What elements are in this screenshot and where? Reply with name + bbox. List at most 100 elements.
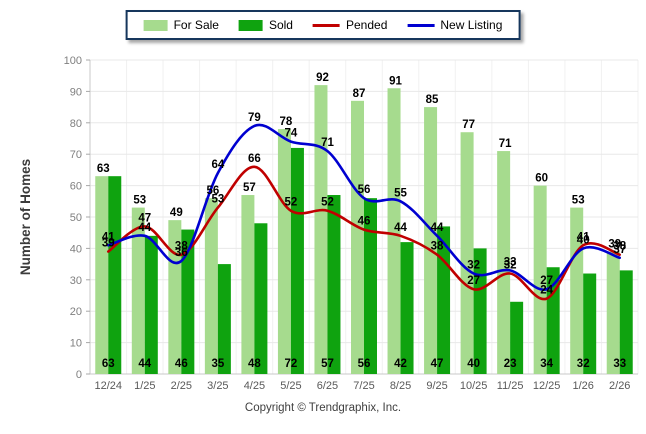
new-listing-value-label: 36: [175, 247, 188, 259]
for-sale-value-label: 53: [133, 195, 146, 207]
new-listing-value-label: 32: [467, 260, 480, 272]
pended-value-label: 38: [613, 241, 626, 253]
new-listing-value-label: 40: [577, 234, 590, 246]
x-tick-label: 1/26: [572, 380, 593, 392]
x-tick-label: 1/25: [134, 380, 155, 392]
x-tick-label: 11/25: [497, 380, 524, 392]
pended-line-swatch-icon: [312, 23, 340, 27]
for-sale-value-label: 71: [499, 138, 512, 150]
y-tick-label: 80: [70, 118, 82, 130]
for-sale-bar: [606, 251, 620, 374]
sold-bar: [473, 248, 487, 374]
new-listing-line: [106, 123, 621, 291]
sold-bar: [181, 229, 195, 374]
new-listing-value-label: 55: [394, 187, 407, 199]
legend-label-for-sale: For Sale: [173, 18, 219, 32]
new-listing-value-label: 44: [431, 222, 444, 234]
new-listing-value-label: 74: [285, 128, 298, 140]
for-sale-value-label: 91: [389, 75, 402, 87]
sold-bar: [217, 264, 231, 374]
pended-value-label: 44: [394, 222, 407, 234]
sold-bar: [510, 301, 524, 374]
x-tick-label: 6/25: [317, 380, 338, 392]
sold-value-label: 46: [175, 358, 188, 370]
sold-value-label: 57: [321, 358, 334, 370]
sold-value-label: 47: [431, 358, 444, 370]
for-sale-value-label: 87: [353, 88, 366, 100]
sold-bar: [583, 273, 597, 374]
sold-value-label: 32: [577, 358, 590, 370]
y-tick-label: 10: [70, 338, 82, 350]
legend-item-pended: Pended: [312, 18, 388, 32]
sold-bar: [144, 235, 158, 374]
for-sale-bar: [387, 88, 401, 374]
for-sale-bar: [241, 195, 255, 374]
for-sale-value-label: 53: [572, 195, 585, 207]
legend-label-pended: Pended: [345, 18, 388, 32]
x-tick-label: 10/25: [460, 380, 488, 392]
new-listing-value-label: 64: [211, 159, 224, 171]
data-labels: 6363394144534744464938363556536448576679…: [97, 72, 627, 370]
pended-value-label: 66: [248, 153, 261, 165]
pended-value-label: 52: [321, 197, 334, 209]
sold-bar: [619, 270, 633, 374]
x-tick-label: 8/25: [390, 380, 411, 392]
for-sale-value-label: 60: [535, 173, 548, 185]
pended-value-label: 27: [467, 275, 480, 287]
sold-bar: [546, 267, 560, 374]
pended-value-label: 32: [504, 260, 517, 272]
for-sale-swatch-icon: [143, 19, 168, 31]
pended-line: [106, 165, 621, 301]
for-sale-bar: [314, 85, 328, 375]
x-tick-label: 12/24: [95, 380, 123, 392]
sold-value-label: 44: [138, 358, 151, 370]
new-listing-line-swatch-icon: [407, 23, 435, 27]
legend-item-for-sale: For Sale: [143, 18, 219, 32]
sold-value-label: 40: [467, 358, 480, 370]
new-listing-value-label: 79: [248, 112, 261, 124]
for-sale-bar: [533, 185, 547, 374]
pended-value-label: 52: [285, 197, 298, 209]
sold-value-label: 23: [504, 358, 517, 370]
for-sale-value-label: 78: [280, 116, 293, 128]
x-tick-label: 12/25: [533, 380, 561, 392]
chart-legend: For Sale Sold Pended New Listing: [125, 10, 521, 40]
legend-label-new-listing: New Listing: [440, 18, 503, 32]
for-sale-bar: [168, 220, 182, 374]
for-sale-value-label: 49: [170, 207, 183, 219]
for-sale-value-label: 92: [316, 72, 329, 84]
y-axis-title: Number of Homes: [18, 159, 33, 275]
y-tick-label: 90: [70, 86, 82, 98]
pended-value-label: 47: [138, 212, 151, 224]
y-tick-label: 30: [70, 275, 82, 287]
legend-item-sold: Sold: [238, 18, 293, 32]
y-tick-label: 60: [70, 181, 82, 193]
for-sale-bar: [460, 132, 474, 374]
copyright-text: Copyright © Trendgraphix, Inc.: [244, 402, 402, 414]
x-tick-label: 5/25: [280, 380, 301, 392]
sold-bar: [254, 223, 268, 374]
for-sale-value-label: 39: [608, 239, 621, 251]
sold-value-label: 56: [358, 358, 371, 370]
sold-value-label: 48: [248, 358, 261, 370]
x-tick-label: 3/25: [207, 380, 228, 392]
y-tick-label: 0: [76, 369, 82, 381]
sold-swatch-icon: [238, 19, 263, 31]
sold-value-label: 42: [394, 358, 407, 370]
for-sale-bar: [497, 151, 511, 374]
for-sale-value-label: 56: [206, 185, 219, 197]
x-tick-label: 2/26: [609, 380, 630, 392]
sold-value-label: 35: [211, 358, 224, 370]
new-listing-value-label: 71: [321, 137, 334, 149]
x-tick-label: 7/25: [353, 380, 374, 392]
sold-value-label: 72: [285, 358, 298, 370]
y-tick-label: 40: [70, 243, 82, 255]
legend-label-sold: Sold: [268, 18, 293, 32]
new-listing-value-label: 41: [102, 231, 115, 243]
for-sale-value-label: 57: [243, 182, 256, 194]
lines: [106, 123, 621, 301]
pended-value-label: 46: [358, 216, 371, 228]
sold-value-label: 33: [613, 358, 626, 370]
y-tick-label: 100: [64, 55, 82, 67]
x-tick-label: 4/25: [244, 380, 265, 392]
